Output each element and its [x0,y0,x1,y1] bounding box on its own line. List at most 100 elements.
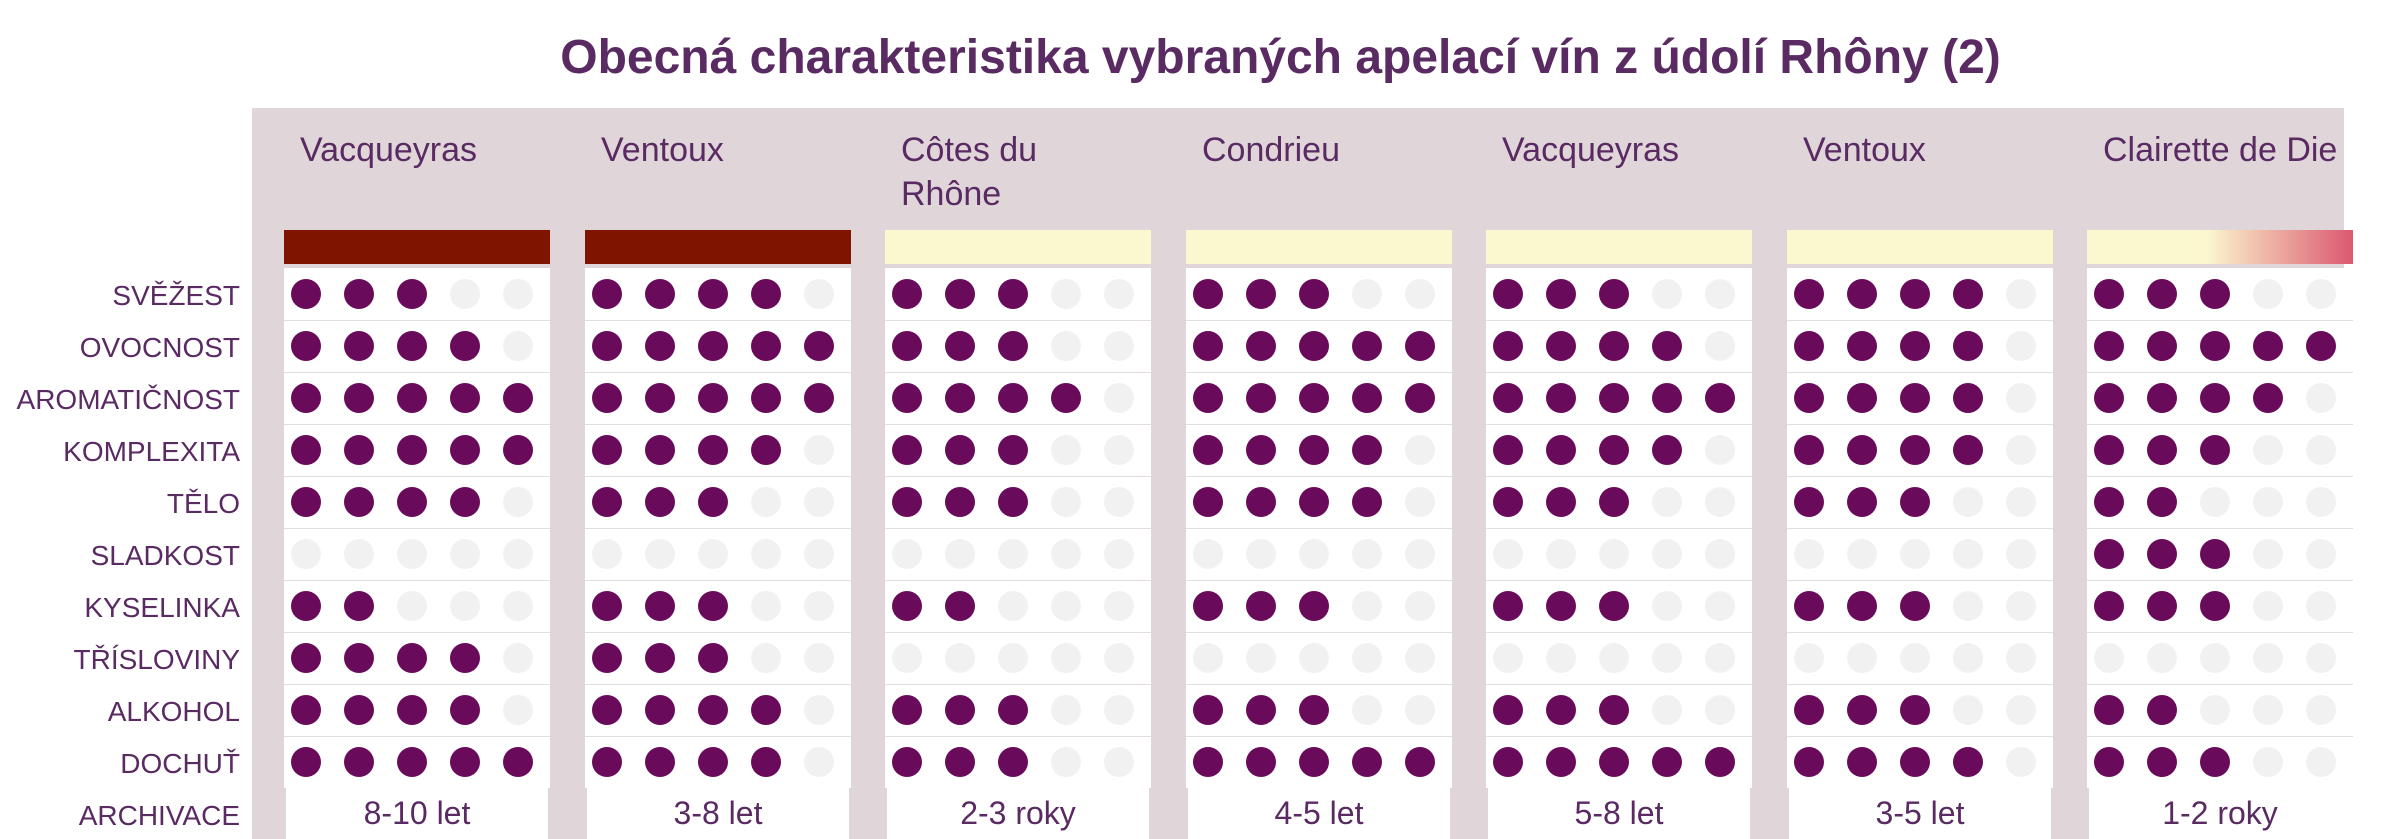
score-dot-empty [2006,279,2036,309]
score-dot-empty [2306,435,2336,465]
score-dot-filled [1493,331,1523,361]
score-dot-filled [892,747,922,777]
row-divider [284,528,550,529]
score-dot-filled [291,695,321,725]
score-dot-filled [2200,383,2230,413]
score-dot-filled [1847,331,1877,361]
score-dot-filled [998,695,1028,725]
score-dot-filled [1546,383,1576,413]
score-dot-filled [1546,591,1576,621]
row-divider [1787,528,2053,529]
score-dot-empty [1104,279,1134,309]
score-dot-empty [2306,279,2336,309]
archivace-value: 5-8 let [1488,788,1750,839]
score-dot-empty [2200,695,2230,725]
archivace-value: 3-8 let [587,788,849,839]
row-label: ARCHIVACE [78,800,240,831]
row-divider [885,736,1151,737]
score-dot-filled [892,383,922,413]
score-dot-filled [1705,747,1735,777]
score-dot-empty [945,539,975,569]
row-divider [2087,580,2353,581]
score-dot-empty [804,539,834,569]
score-dot-filled [1546,487,1576,517]
row-divider [1787,580,2053,581]
archivace-value: 2-3 roky [887,788,1149,839]
score-dot-empty [1246,643,1276,673]
score-dot-empty [2006,747,2036,777]
score-dot-filled [751,331,781,361]
row-divider [1787,632,2053,633]
score-dot-filled [645,383,675,413]
score-dot-filled [945,383,975,413]
row-divider [1486,372,1752,373]
score-dot-empty [2006,591,2036,621]
row-divider [585,528,851,529]
score-dot-filled [1352,383,1382,413]
score-dot-filled [291,643,321,673]
score-dot-empty [291,539,321,569]
score-dot-filled [1546,747,1576,777]
score-dot-filled [998,331,1028,361]
row-divider [1486,684,1752,685]
score-dot-filled [1193,695,1223,725]
score-dot-filled [945,331,975,361]
score-dot-filled [1794,279,1824,309]
score-dot-empty [1953,695,1983,725]
score-dot-empty [1847,539,1877,569]
score-dot-empty [1104,435,1134,465]
score-dot-empty [592,539,622,569]
row-divider [1486,632,1752,633]
score-dot-filled [1794,487,1824,517]
score-dot-filled [892,591,922,621]
score-dot-empty [2006,487,2036,517]
row-divider [1486,320,1752,321]
row-divider [1787,476,2053,477]
score-dot-empty [998,643,1028,673]
score-dot-filled [1847,279,1877,309]
archivace-value: 4-5 let [1188,788,1450,839]
score-dot-empty [503,279,533,309]
score-dot-filled [892,279,922,309]
score-dot-filled [503,747,533,777]
score-dot-filled [751,435,781,465]
score-dot-filled [2094,383,2124,413]
appellation-column: Ventoux 3-5 let [1787,108,2053,839]
appellation-column: Vacqueyras 5-8 let [1486,108,1752,839]
score-dot-filled [1599,331,1629,361]
score-dot-filled [1900,591,1930,621]
score-grid [284,268,550,788]
score-dot-filled [998,383,1028,413]
score-dot-filled [592,487,622,517]
score-dot-empty [1051,747,1081,777]
appellation-name: Ventoux [1803,131,1926,169]
row-divider [284,424,550,425]
score-dot-empty [1352,539,1382,569]
score-dot-empty [2253,747,2283,777]
score-dot-filled [998,279,1028,309]
score-dot-filled [1900,435,1930,465]
score-dot-filled [1193,435,1223,465]
score-dot-empty [2200,487,2230,517]
row-divider [885,372,1151,373]
row-label: KOMPLEXITA [63,436,240,467]
row-divider [1186,528,1452,529]
score-dot-empty [2306,539,2336,569]
row-label: SVĚŽEST [112,280,240,311]
score-dot-empty [945,643,975,673]
appellation-name: Côtes du Rhône [901,131,1038,213]
row-divider [1787,736,2053,737]
score-dot-filled [2147,591,2177,621]
score-dot-filled [1794,435,1824,465]
score-dot-filled [1193,331,1223,361]
score-dot-empty [1104,539,1134,569]
score-dot-filled [1794,747,1824,777]
row-divider [1186,684,1452,685]
score-grid [885,268,1151,788]
score-dot-filled [2147,747,2177,777]
score-dot-filled [1794,591,1824,621]
wine-color-swatch [1186,230,1452,264]
score-dot-filled [1352,331,1382,361]
score-dot-filled [592,643,622,673]
score-dot-empty [2006,695,2036,725]
